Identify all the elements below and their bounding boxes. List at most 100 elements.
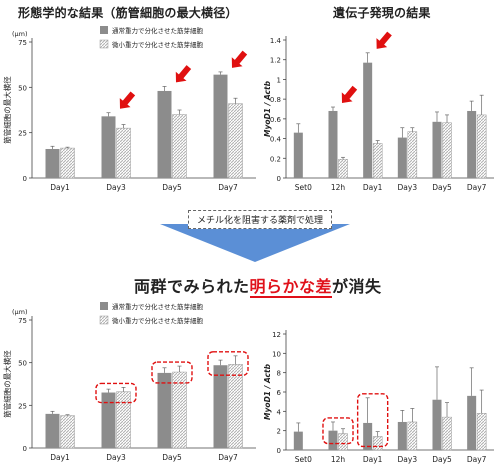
red-arrow	[341, 85, 358, 104]
x-tick-label: Day1	[363, 183, 383, 192]
bar	[116, 127, 131, 179]
y-tick-label: 8	[277, 370, 281, 378]
headline-highlight: 明らかな差	[249, 277, 333, 298]
x-tick-label: Day5	[162, 183, 182, 192]
gene-chart-top: 0 0.2 0.4 0.6 0.8 1 1.2 1.4 MyoD1 / Actb Set0 12h D…	[263, 31, 494, 192]
x-tick-label: Day7	[218, 453, 238, 462]
bar	[157, 372, 172, 448]
y-tick-label: 75	[18, 39, 27, 47]
y-tick-label: 0.2	[270, 155, 281, 163]
y-tick-label: 25	[18, 130, 27, 138]
headline-after: が消失	[332, 277, 382, 296]
dashed-highlight-box	[356, 393, 389, 448]
bar	[157, 90, 172, 178]
blue-down-arrow	[160, 224, 350, 262]
bar	[407, 421, 418, 451]
y-axis-label: MyoD1 / Actb	[263, 80, 272, 137]
y-tick-label: 12	[272, 331, 281, 339]
bar	[476, 413, 487, 451]
x-tick-label: Day3	[398, 183, 418, 192]
dashed-highlight-box	[95, 382, 137, 404]
y-tick-label: 50	[18, 360, 27, 368]
dashed-highlight-box	[151, 361, 193, 384]
bar	[101, 392, 116, 448]
bar	[372, 143, 383, 179]
y-tick-label: 75	[18, 317, 27, 325]
bar	[372, 436, 383, 451]
bar	[467, 110, 477, 178]
bar	[293, 132, 303, 178]
bar	[476, 114, 487, 179]
legend-swatch	[100, 26, 108, 34]
bar	[407, 131, 418, 179]
morph-chart-bottom: 0 25 50 75(μm) 筋管細胞の最大横径 Day1 Day3 Day5 Day7 通常重力…	[2, 302, 256, 462]
y-tick-label: 1	[277, 76, 281, 84]
y-tick-label: 1.2	[270, 57, 281, 65]
y-axis-label: 筋管細胞の最大横径	[2, 350, 12, 418]
y-tick-label: 0	[277, 175, 281, 183]
bar	[228, 364, 243, 449]
red-arrow	[175, 65, 192, 83]
y-tick-label: 50	[18, 84, 27, 92]
treatment-label: メチル化を阻害する薬剤で処理	[188, 210, 333, 229]
bar	[363, 62, 373, 178]
x-tick-label: Set0	[295, 455, 312, 464]
x-tick-label: Day5	[162, 453, 182, 462]
bar	[45, 413, 60, 448]
y-tick-label: 0	[277, 447, 281, 455]
bar	[116, 391, 131, 449]
legend-swatch	[99, 315, 109, 325]
x-tick-label: Set0	[295, 183, 312, 192]
y-tick-label: 2	[277, 428, 281, 436]
bar	[172, 114, 187, 179]
bar	[338, 433, 348, 451]
bar	[397, 421, 407, 450]
y-tick-label: 6	[277, 389, 282, 397]
legend-label: 通常重力で分化させた筋芽細胞	[112, 26, 204, 35]
dashed-highlight-box	[207, 351, 249, 376]
x-tick-label: Day7	[467, 183, 487, 192]
morph-chart-top: 0 25 50 75(μm) 筋管細胞の最大横径 Day1 Day3 Day5 Day7 通常重力…	[2, 26, 256, 192]
legend-label: 微小重力で分化させた筋芽細胞	[112, 40, 204, 49]
legend-swatch	[100, 302, 108, 310]
bar	[228, 103, 243, 179]
unit-label: (μm)	[12, 30, 28, 38]
bar	[60, 147, 75, 179]
legend-label: 通常重力で分化させた筋芽細胞	[112, 302, 204, 311]
y-axis-label: 筋管細胞の最大横径	[2, 76, 12, 144]
bar	[338, 159, 348, 179]
left-section-title: 形態学的な結果（筋管細胞の最大横径）	[18, 6, 238, 20]
y-axis-label: MyoD1 / Actb	[263, 363, 272, 420]
y-tick-label: 0.4	[270, 136, 282, 144]
bar	[467, 395, 477, 450]
x-tick-label: Day7	[218, 183, 238, 192]
x-tick-label: Day5	[432, 455, 452, 464]
red-arrow	[231, 50, 248, 68]
bar	[328, 110, 338, 178]
x-tick-label: Day1	[50, 453, 70, 462]
bar	[328, 430, 338, 450]
red-arrow	[376, 31, 392, 49]
bar	[213, 74, 228, 178]
x-tick-label: 12h	[331, 183, 346, 192]
dashed-highlight-box	[322, 417, 354, 445]
legend-swatch	[99, 39, 109, 49]
x-tick-label: Day1	[363, 455, 383, 464]
bar	[101, 116, 116, 178]
legend-label: 微小重力で分化させた筋芽細胞	[112, 316, 204, 325]
red-arrow	[119, 91, 136, 109]
x-tick-label: Day3	[398, 455, 418, 464]
bar	[397, 137, 407, 178]
x-tick-label: Day7	[467, 455, 487, 464]
x-tick-label: 12h	[331, 455, 346, 464]
y-tick-label: 1.4	[270, 37, 282, 45]
bar	[432, 399, 442, 450]
y-tick-label: 0.8	[270, 96, 281, 104]
y-tick-label: 10	[272, 350, 281, 358]
x-tick-label: Day5	[432, 183, 452, 192]
x-tick-label: Day3	[106, 183, 126, 192]
bar	[60, 415, 75, 449]
gene-chart-bottom: 0 2 4 6 8 10 12 MyoD1 / Actb Set0 12h Day1 Day3 Day5…	[263, 330, 494, 464]
bar	[213, 365, 228, 448]
y-tick-label: 4	[277, 408, 282, 416]
